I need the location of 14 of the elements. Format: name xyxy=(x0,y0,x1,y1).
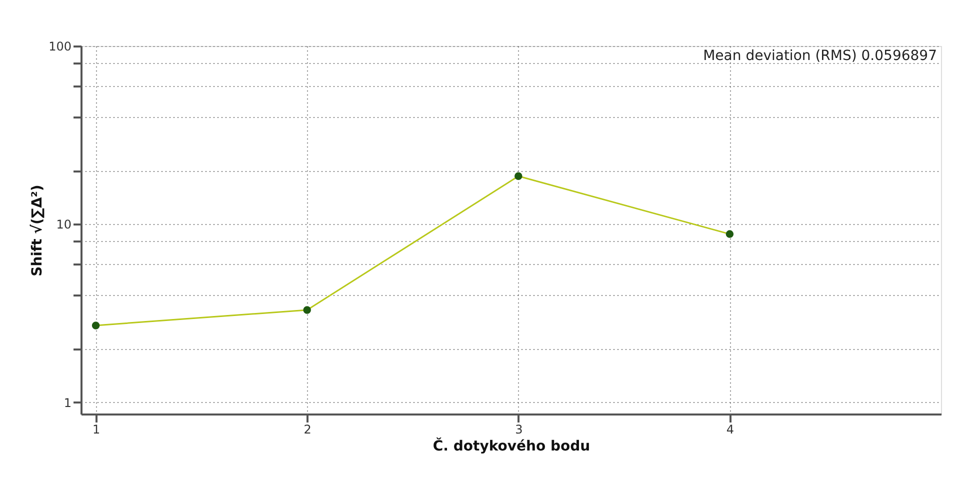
x-tick-label: 4 xyxy=(726,422,734,436)
annotation: Mean deviation (RMS) 0.0596897 xyxy=(703,48,937,64)
x-tick-label: 3 xyxy=(515,422,523,436)
y-axis-title: Shift √(∑Δ²) xyxy=(30,184,46,276)
x-tick-label: 1 xyxy=(92,422,100,436)
point xyxy=(303,306,311,314)
y-tick-label: 10 xyxy=(56,218,72,232)
point xyxy=(726,230,734,238)
x-tick-label: 2 xyxy=(304,422,312,436)
point xyxy=(514,172,522,180)
point xyxy=(92,322,100,330)
y-tick-label: 1 xyxy=(64,396,72,410)
x-axis-title: Č. dotykového bodu xyxy=(432,438,590,454)
y-tick-label: 100 xyxy=(48,40,72,54)
